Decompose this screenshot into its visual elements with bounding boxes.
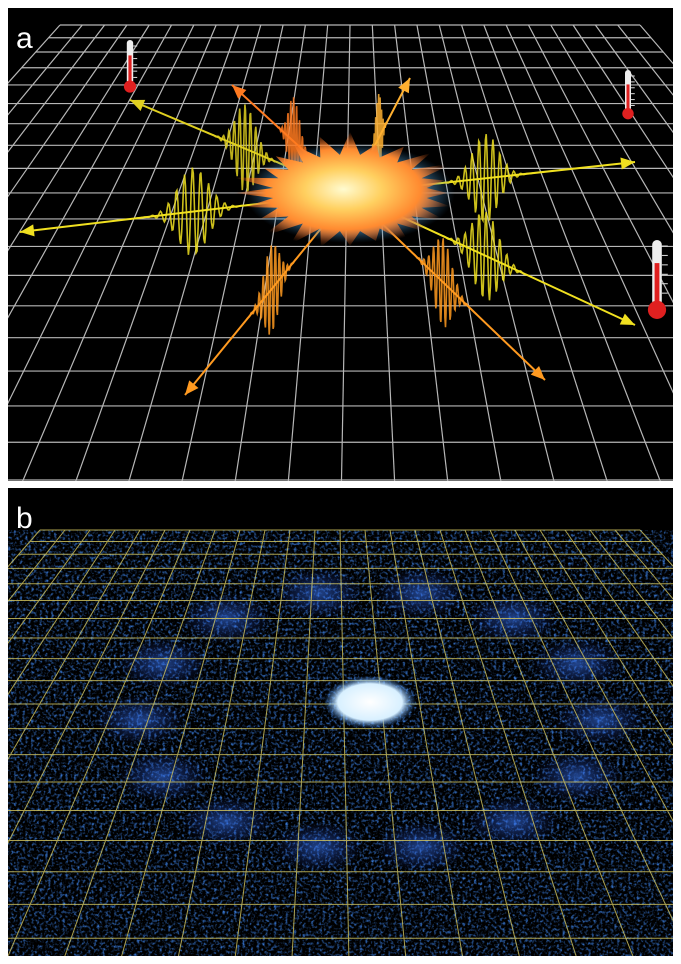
- ring-spot: [376, 822, 466, 872]
- central-cloud: [324, 676, 416, 728]
- thermometer-fill: [655, 263, 660, 306]
- thermometer-bulb: [124, 80, 136, 92]
- ring-spot: [376, 568, 466, 618]
- panel-label: a: [16, 22, 33, 55]
- thermometer-fill: [627, 84, 630, 111]
- ring-spot: [532, 751, 622, 801]
- figure: a b: [0, 0, 681, 964]
- thermometer-bulb: [622, 108, 633, 119]
- ring-spot: [274, 822, 364, 872]
- ring-spot: [555, 695, 645, 745]
- panel-label: b: [16, 502, 33, 535]
- page: a b (() => { const data = JSON.parse(doc…: [0, 0, 681, 964]
- thermometer-fill: [128, 55, 131, 84]
- ring-spot: [182, 797, 272, 847]
- panel-a-background: [8, 8, 673, 481]
- thermometer-bulb: [648, 301, 666, 319]
- ring-spot: [118, 751, 208, 801]
- ring-spot: [274, 568, 364, 618]
